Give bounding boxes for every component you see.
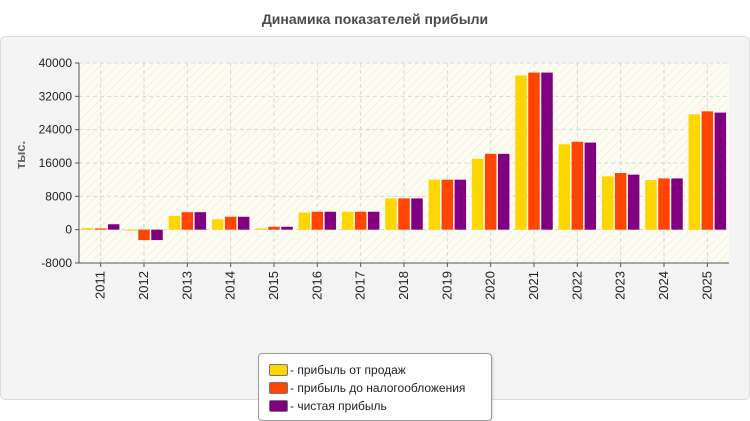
bar-pretax-profit-2021 bbox=[528, 72, 540, 230]
bar-sales-profit-2014 bbox=[211, 219, 224, 230]
bar-sales-profit-2022 bbox=[558, 144, 571, 230]
bar-sales-profit-2012 bbox=[125, 229, 137, 231]
x-tick-label: 2013 bbox=[179, 271, 194, 300]
y-tick-label: 8000 bbox=[45, 189, 72, 203]
x-tick-label: 2017 bbox=[353, 271, 368, 300]
bar-pretax-profit-2025 bbox=[701, 111, 714, 230]
x-tick-label: 2012 bbox=[136, 271, 151, 300]
legend-label-sales-profit: - прибыль от продаж bbox=[290, 363, 406, 377]
bar-pretax-profit-2012 bbox=[138, 229, 150, 241]
bar-sales-profit-2018 bbox=[385, 198, 397, 230]
bar-pretax-profit-2019 bbox=[441, 179, 454, 230]
bar-pretax-profit-2014 bbox=[224, 216, 237, 230]
bar-net-profit-2013 bbox=[194, 212, 207, 230]
legend-swatch-net-profit bbox=[269, 400, 288, 412]
bar-pretax-profit-2015 bbox=[268, 226, 280, 230]
x-tick-label: 2019 bbox=[439, 271, 454, 300]
x-tick-label: 2018 bbox=[396, 271, 411, 300]
bar-net-profit-2015 bbox=[281, 226, 293, 230]
bar-net-profit-2012 bbox=[151, 229, 163, 241]
x-tick-label: 2025 bbox=[699, 271, 714, 300]
chart-title: Динамика показателей прибыли bbox=[261, 11, 489, 27]
y-tick-label: -8000 bbox=[41, 256, 72, 270]
y-tick-label: 24000 bbox=[39, 123, 73, 137]
legend-item-sales-profit: - прибыль от продаж bbox=[269, 362, 406, 378]
plot-area: -8000 0 8000 16000 24000 32000 40000 2011 2012 20… bbox=[13, 56, 729, 300]
bar-net-profit-2014 bbox=[237, 216, 250, 230]
bar-pretax-profit-2016 bbox=[311, 211, 324, 230]
bar-net-profit-2018 bbox=[411, 198, 423, 230]
y-tick-label: 40000 bbox=[39, 56, 73, 70]
legend-label-pretax-profit: - прибыль до налогообложения bbox=[290, 381, 466, 395]
bar-net-profit-2021 bbox=[541, 72, 553, 230]
bar-net-profit-2019 bbox=[454, 179, 467, 230]
bar-net-profit-2016 bbox=[324, 211, 337, 230]
bar-pretax-profit-2024 bbox=[658, 178, 670, 230]
bar-pretax-profit-2011 bbox=[94, 228, 107, 230]
x-tick-label: 2022 bbox=[569, 271, 584, 300]
bar-net-profit-2024 bbox=[671, 178, 683, 230]
bar-sales-profit-2025 bbox=[688, 114, 701, 230]
x-tick-label: 2014 bbox=[223, 271, 238, 300]
chart-legend: - прибыль от продаж - прибыль до налогоо… bbox=[258, 353, 492, 421]
bar-pretax-profit-2023 bbox=[614, 173, 627, 230]
bar-sales-profit-2016 bbox=[298, 212, 311, 230]
x-tick-label: 2020 bbox=[483, 271, 498, 300]
bar-sales-profit-2017 bbox=[341, 211, 354, 230]
bar-net-profit-2011 bbox=[107, 224, 120, 230]
bar-sales-profit-2020 bbox=[471, 158, 484, 230]
bar-net-profit-2023 bbox=[627, 174, 640, 230]
bar-pretax-profit-2018 bbox=[398, 198, 410, 230]
bar-net-profit-2017 bbox=[367, 211, 380, 230]
y-tick-label: 16000 bbox=[39, 156, 73, 170]
x-tick-label: 2021 bbox=[526, 271, 541, 300]
bar-pretax-profit-2020 bbox=[484, 153, 497, 230]
x-tick-label: 2011 bbox=[93, 271, 108, 299]
bar-sales-profit-2013 bbox=[168, 215, 181, 230]
bar-pretax-profit-2022 bbox=[571, 141, 584, 230]
bar-pretax-profit-2017 bbox=[354, 211, 367, 230]
y-tick-label: 0 bbox=[65, 223, 72, 237]
legend-item-pretax-profit: - прибыль до налогообложения bbox=[269, 380, 465, 396]
bar-sales-profit-2015 bbox=[255, 228, 267, 230]
bar-net-profit-2022 bbox=[584, 142, 597, 230]
bar-net-profit-2025 bbox=[714, 112, 727, 230]
legend-item-net-profit: - чистая прибыль bbox=[269, 398, 387, 414]
x-tick-label: 2016 bbox=[309, 271, 324, 300]
y-axis-title: тыс. bbox=[13, 141, 28, 169]
x-tick-label: 2023 bbox=[613, 271, 628, 300]
bar-sales-profit-2024 bbox=[645, 180, 657, 230]
chart-panel: -8000 0 8000 16000 24000 32000 40000 2011 2012 20… bbox=[0, 36, 750, 421]
bar-sales-profit-2011 bbox=[81, 228, 94, 230]
legend-swatch-sales-profit bbox=[269, 364, 288, 376]
x-tick-label: 2024 bbox=[656, 271, 671, 300]
bar-sales-profit-2021 bbox=[515, 75, 527, 230]
bar-sales-profit-2019 bbox=[428, 179, 441, 230]
bar-sales-profit-2023 bbox=[601, 176, 614, 230]
bar-pretax-profit-2013 bbox=[181, 212, 194, 230]
legend-label-net-profit: - чистая прибыль bbox=[290, 399, 387, 413]
x-tick-label: 2015 bbox=[266, 271, 281, 300]
bar-net-profit-2020 bbox=[497, 153, 510, 230]
y-tick-label: 32000 bbox=[39, 89, 73, 103]
legend-swatch-pretax-profit bbox=[269, 382, 288, 394]
